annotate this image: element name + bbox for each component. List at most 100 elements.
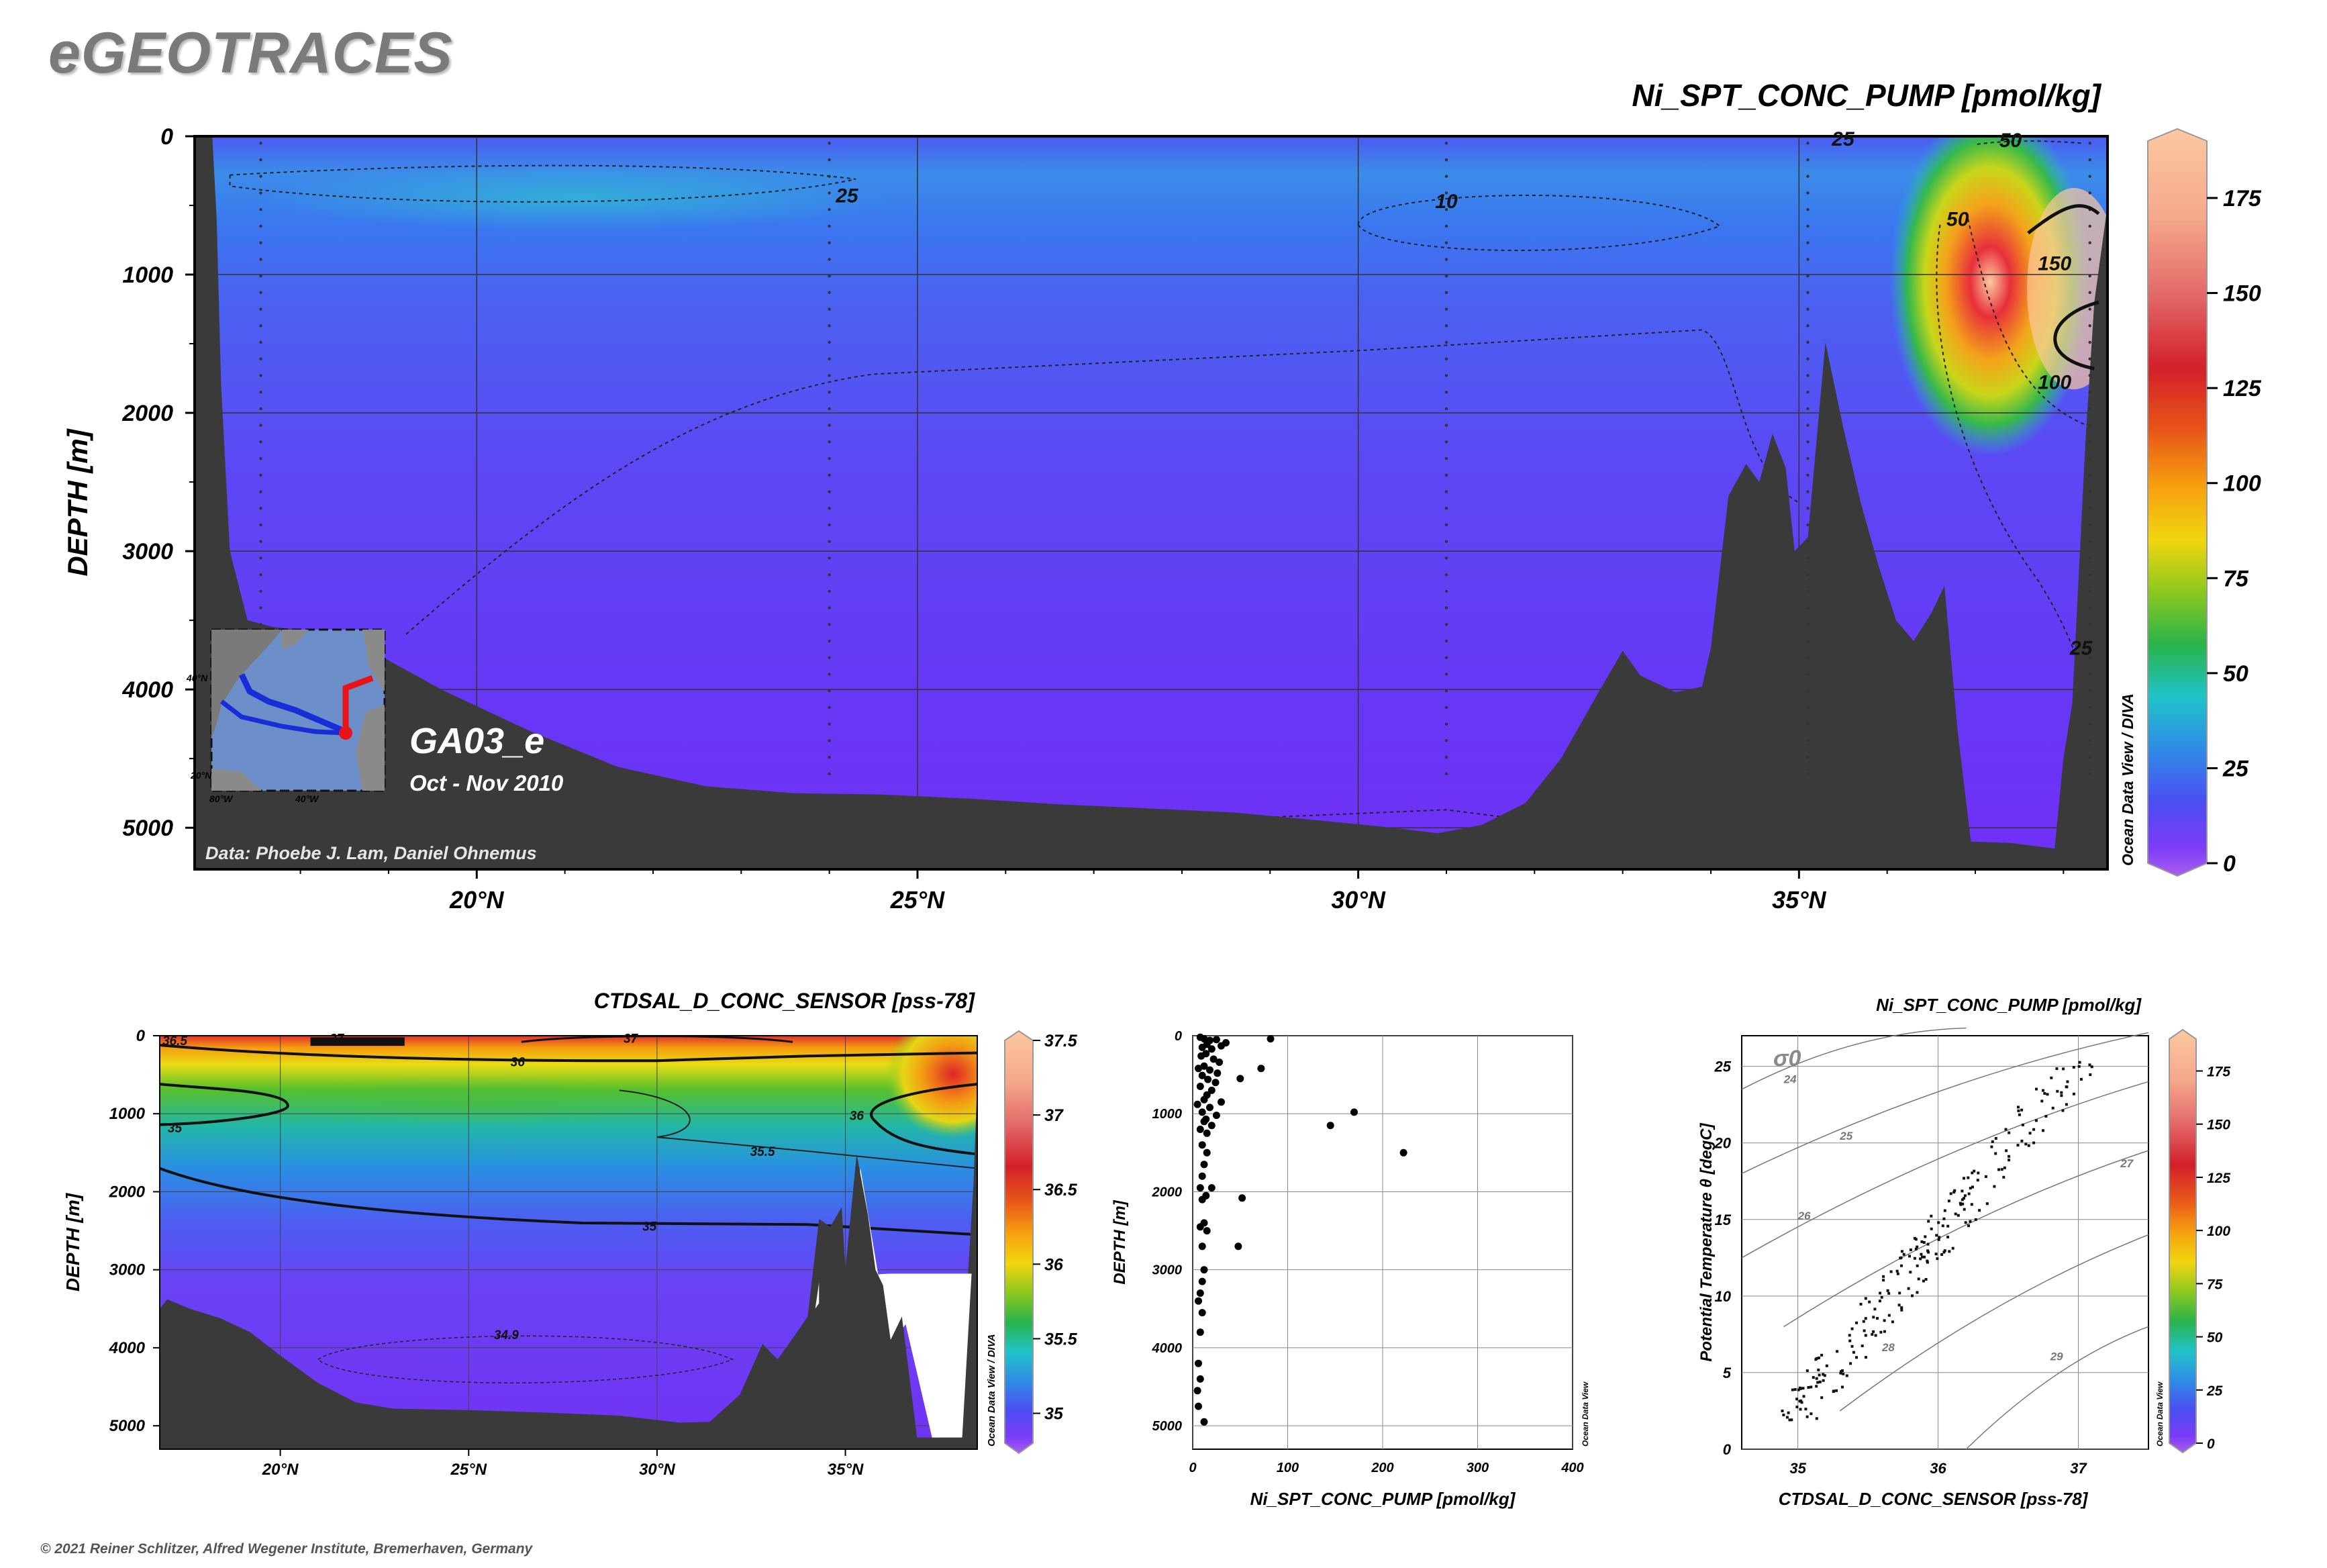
ni-sample-dot: [2088, 473, 2091, 477]
profile-point: [1198, 1242, 1206, 1251]
profile-point: [1207, 1045, 1216, 1053]
ni-sample-dot: [1806, 241, 1810, 244]
ni-sample-dot: [259, 340, 262, 344]
profile-point: [1326, 1122, 1334, 1130]
ts-point: [1797, 1388, 1800, 1391]
ni-contour-label: 50: [1999, 130, 2022, 152]
inset-lat-40: 40°N: [186, 673, 208, 683]
profile-x-tick-label: 0: [1189, 1461, 1196, 1475]
ts-cb-tick-label: 100: [2207, 1224, 2230, 1239]
ni-sample-dot: [1444, 540, 1448, 543]
ts-point: [1845, 1374, 1848, 1377]
ts-point: [1937, 1221, 1940, 1224]
ts-y-tick-label: 15: [1715, 1212, 1732, 1228]
ni-sample-dot: [259, 390, 262, 394]
ni-sample-dot: [1444, 589, 1448, 593]
ts-diagram-plot: 24 25 26 27 28 29 35 36 37 0 5 10 15 20 25 σ0 Ni_SPT_…: [1697, 995, 2230, 1509]
sal-cb-tick-label: 37.5: [1044, 1032, 1078, 1050]
ni-x-tick-label: 30°N: [1331, 886, 1385, 914]
ts-point: [2035, 1087, 2038, 1091]
ts-point: [2042, 1129, 2044, 1132]
ni-sample-dot: [1806, 224, 1810, 228]
ni-sample-dot: [2088, 424, 2091, 427]
ni-sample-dot: [2088, 639, 2091, 643]
ts-point: [1818, 1373, 1821, 1377]
ni-sample-dot: [1444, 556, 1448, 560]
ni-sample-dot: [1806, 490, 1810, 493]
inset-track-blue-2: [219, 699, 346, 736]
sal-contour-36: [160, 1043, 977, 1063]
ni-sample-dot: [828, 623, 831, 626]
ni-sample-dot: [1444, 291, 1448, 295]
ts-point: [2078, 1061, 2081, 1064]
ts-point: [2027, 1144, 2030, 1147]
ts-point: [1800, 1401, 1803, 1404]
profile-points: [1193, 1033, 1407, 1426]
sal-section-title: CTDSAL_D_CONC_SENSOR [pss-78]: [594, 989, 976, 1013]
ni-sample-dot: [828, 191, 831, 195]
ts-point: [1963, 1197, 1965, 1200]
profile-x-tick-label: 300: [1467, 1461, 1489, 1475]
ts-point: [1957, 1214, 1960, 1217]
ni-sample-dot: [2088, 324, 2091, 328]
ni-sample-dot: [1444, 274, 1448, 278]
ni-sample-dot: [1444, 424, 1448, 427]
ts-point: [1967, 1224, 1970, 1228]
ni-sample-dot: [1444, 175, 1448, 178]
ni-sample-dot: [1444, 357, 1448, 360]
ts-point: [1954, 1212, 1957, 1216]
ts-point: [1926, 1242, 1930, 1246]
profile-point: [1198, 1043, 1206, 1051]
sigma-label: σ0: [1773, 1046, 1801, 1071]
ni-sample-dot: [259, 175, 262, 178]
ni-sample-dot: [259, 490, 262, 493]
ni-sample-dot: [2088, 573, 2091, 577]
ni-sample-dot: [828, 456, 831, 460]
ni-sample-dot: [1806, 407, 1810, 411]
ts-point: [2065, 1085, 2069, 1089]
ts-point: [1889, 1270, 1893, 1273]
ts-isopycnal-label: 29: [2050, 1351, 2063, 1363]
ts-isopycnal-label: 26: [1797, 1210, 1811, 1222]
ni-sample-dot: [1444, 490, 1448, 493]
profile-point: [1206, 1066, 1214, 1074]
ts-x-tick-label: 36: [1930, 1460, 1946, 1477]
ts-y-tick-label: 5: [1723, 1365, 1732, 1381]
profile-point: [1200, 1095, 1208, 1104]
sal-y-tick-label: 3000: [109, 1261, 146, 1279]
profile-point: [1267, 1035, 1275, 1043]
ts-point: [1810, 1412, 1813, 1416]
ni-y-tick-label: 1000: [122, 262, 173, 288]
ts-point: [1971, 1185, 1974, 1189]
ni-section-title: Ni_SPT_CONC_PUMP [pmol/kg]: [1632, 78, 2101, 113]
ts-point: [1842, 1372, 1845, 1375]
profile-point: [1196, 1083, 1204, 1090]
profile-x-tick-label: 400: [1561, 1461, 1583, 1475]
ni-sample-dot: [2088, 258, 2091, 261]
ts-point: [1967, 1192, 1971, 1195]
ni-sample-dot: [1444, 307, 1448, 311]
ts-point: [1961, 1189, 1964, 1193]
ni-sample-dot: [259, 357, 262, 360]
ni-plot-frame: [193, 135, 2109, 871]
ts-point: [1926, 1261, 1929, 1264]
sal-x-tick-label: 20°N: [262, 1461, 299, 1479]
sal-contour-36-east: [870, 1083, 977, 1156]
ts-point: [1916, 1291, 1919, 1294]
ni-sample-dot: [1444, 739, 1448, 742]
ni-x-tick-label: 20°N: [449, 886, 504, 914]
ts-point: [1815, 1357, 1818, 1360]
ni-sample-dot: [259, 291, 262, 295]
ni-sample-dot: [1806, 357, 1810, 360]
ts-point: [1926, 1249, 1930, 1253]
ts-point: [1963, 1208, 1966, 1211]
ts-point: [1835, 1389, 1838, 1392]
ni-sample-dot: [1806, 374, 1810, 377]
profile-point: [1193, 1387, 1201, 1395]
ts-point: [1916, 1264, 1919, 1267]
ni-sample-dot: [828, 673, 831, 676]
ts-point: [1793, 1388, 1797, 1391]
ni-station-samples: [259, 142, 2091, 776]
ts-point: [1974, 1218, 1977, 1221]
profile-x-tick-label: 100: [1277, 1461, 1299, 1475]
